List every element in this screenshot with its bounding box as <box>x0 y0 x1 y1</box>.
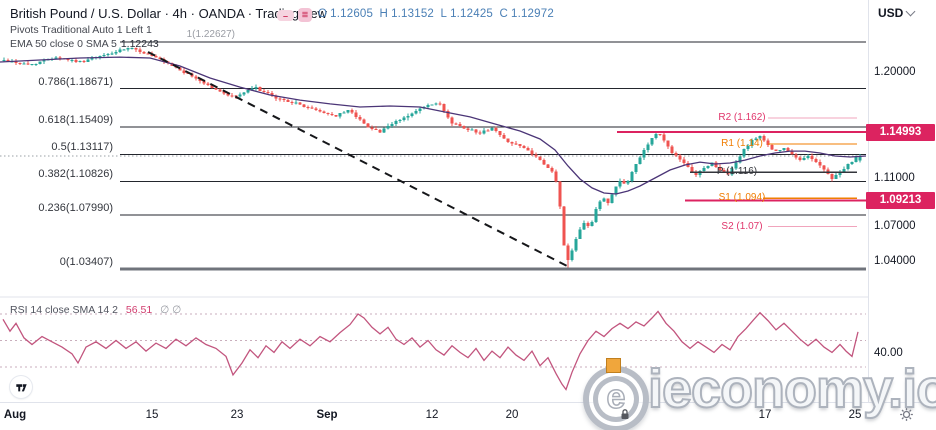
currency-label: USD <box>878 6 904 20</box>
high-label: H <box>379 8 389 20</box>
symbol-title[interactable]: British Pound / U.S. Dollar · 4h · OANDA… <box>10 6 327 21</box>
fib-level-label-4: 0.382(1.10826) <box>38 168 113 181</box>
fib-level-label-5: 0.236(1.07990) <box>38 201 113 214</box>
rsi-value: 56.51 <box>125 304 153 316</box>
fib-level-label-3: 0.5(1.13117) <box>51 141 113 154</box>
rsi-scale-label: 40.00 <box>874 346 903 359</box>
pivot-label-r2: R2 (1.162) <box>718 111 766 123</box>
tradingview-logo-icon <box>15 383 27 391</box>
watermark-text: ieconomy.io <box>647 358 936 420</box>
flag-glyph: ≣ <box>301 10 309 19</box>
watermark-orange-square <box>606 358 621 373</box>
rsi-legend-text: RSI 14 close SMA 14 2 <box>10 304 118 316</box>
pivot-label-s2: S2 (1.07) <box>721 220 763 232</box>
minus-glyph: – <box>282 10 288 21</box>
price-scale-label-0: 1.20000 <box>874 66 916 78</box>
pivots-indicator-legend[interactable]: Pivots Traditional Auto 1 Left 1 <box>10 24 152 36</box>
padlock-icon <box>621 409 629 419</box>
close-value: 1.12972 <box>510 8 554 20</box>
ema-legend-text: EMA 50 close 0 SMA 5 <box>10 38 117 50</box>
ohlc-readout: O 1.12605 H 1.13152 L 1.12425 C 1.12972 <box>318 8 557 20</box>
watermark-letter: e <box>606 377 626 417</box>
time-tick-12: 12 <box>425 409 439 421</box>
symbol-legend[interactable]: British Pound / U.S. Dollar · 4h · OANDA… <box>10 6 327 21</box>
fib-level-label-6: 0(1.03407) <box>59 256 113 268</box>
time-tick-15: 15 <box>145 409 159 421</box>
fib-level-label-0: 1(1.22627) <box>186 28 235 40</box>
flag-badge-icon[interactable]: ≣ <box>298 8 312 22</box>
chevron-down-icon <box>905 6 916 17</box>
tradingview-logo[interactable] <box>10 376 32 398</box>
low-value: 1.12425 <box>450 8 494 20</box>
watermark-logo: e <box>583 358 649 430</box>
open-value: 1.12605 <box>330 8 374 20</box>
fib-level-label-2: 0.618(1.15409) <box>38 114 113 127</box>
high-value: 1.13152 <box>391 8 435 20</box>
price-scale-label-1: 1.11000 <box>874 172 915 185</box>
fib-level-label-1: 0.786(1.18671) <box>38 75 113 88</box>
price-level-badge-0: 1.14993 <box>866 123 935 141</box>
watermark-ring-inner <box>593 376 639 422</box>
time-tick-aug: Aug <box>3 409 27 421</box>
pivot-label-r1: R1 (1.14) <box>721 137 763 149</box>
time-tick-20: 20 <box>505 409 519 421</box>
price-level-badge-1: 1.09213 <box>866 191 935 209</box>
time-tick-17: 17 <box>758 409 772 421</box>
ema-indicator-legend[interactable]: EMA 50 close 0 SMA 5 1.12243 <box>10 38 159 50</box>
pivot-label-p: P (1.116) <box>716 166 758 178</box>
time-tick-25: 25 <box>848 409 862 421</box>
price-scale-label-2: 1.07000 <box>874 219 916 232</box>
minus-badge-icon[interactable]: – <box>277 10 294 21</box>
price-scale-currency-button[interactable]: USD <box>878 6 916 20</box>
ema-value: 1.12243 <box>120 38 159 50</box>
rsi-extra-values: ∅ ∅ <box>160 304 182 316</box>
gear-icon[interactable] <box>899 407 914 427</box>
time-tick-23: 23 <box>230 409 244 421</box>
open-label: O <box>318 8 328 20</box>
price-scale-label-3: 1.04000 <box>874 255 916 267</box>
pivots-legend-text: Pivots Traditional Auto 1 Left 1 <box>10 24 152 36</box>
time-tick-sep: Sep <box>316 409 338 421</box>
rsi-indicator-legend[interactable]: RSI 14 close SMA 14 2 56.51 ∅ ∅ <box>10 304 181 316</box>
time-axis[interactable] <box>0 402 936 430</box>
low-label: L <box>440 8 448 20</box>
pivot-label-s1: S1 (1.094) <box>718 192 766 204</box>
close-label: C <box>499 8 508 20</box>
